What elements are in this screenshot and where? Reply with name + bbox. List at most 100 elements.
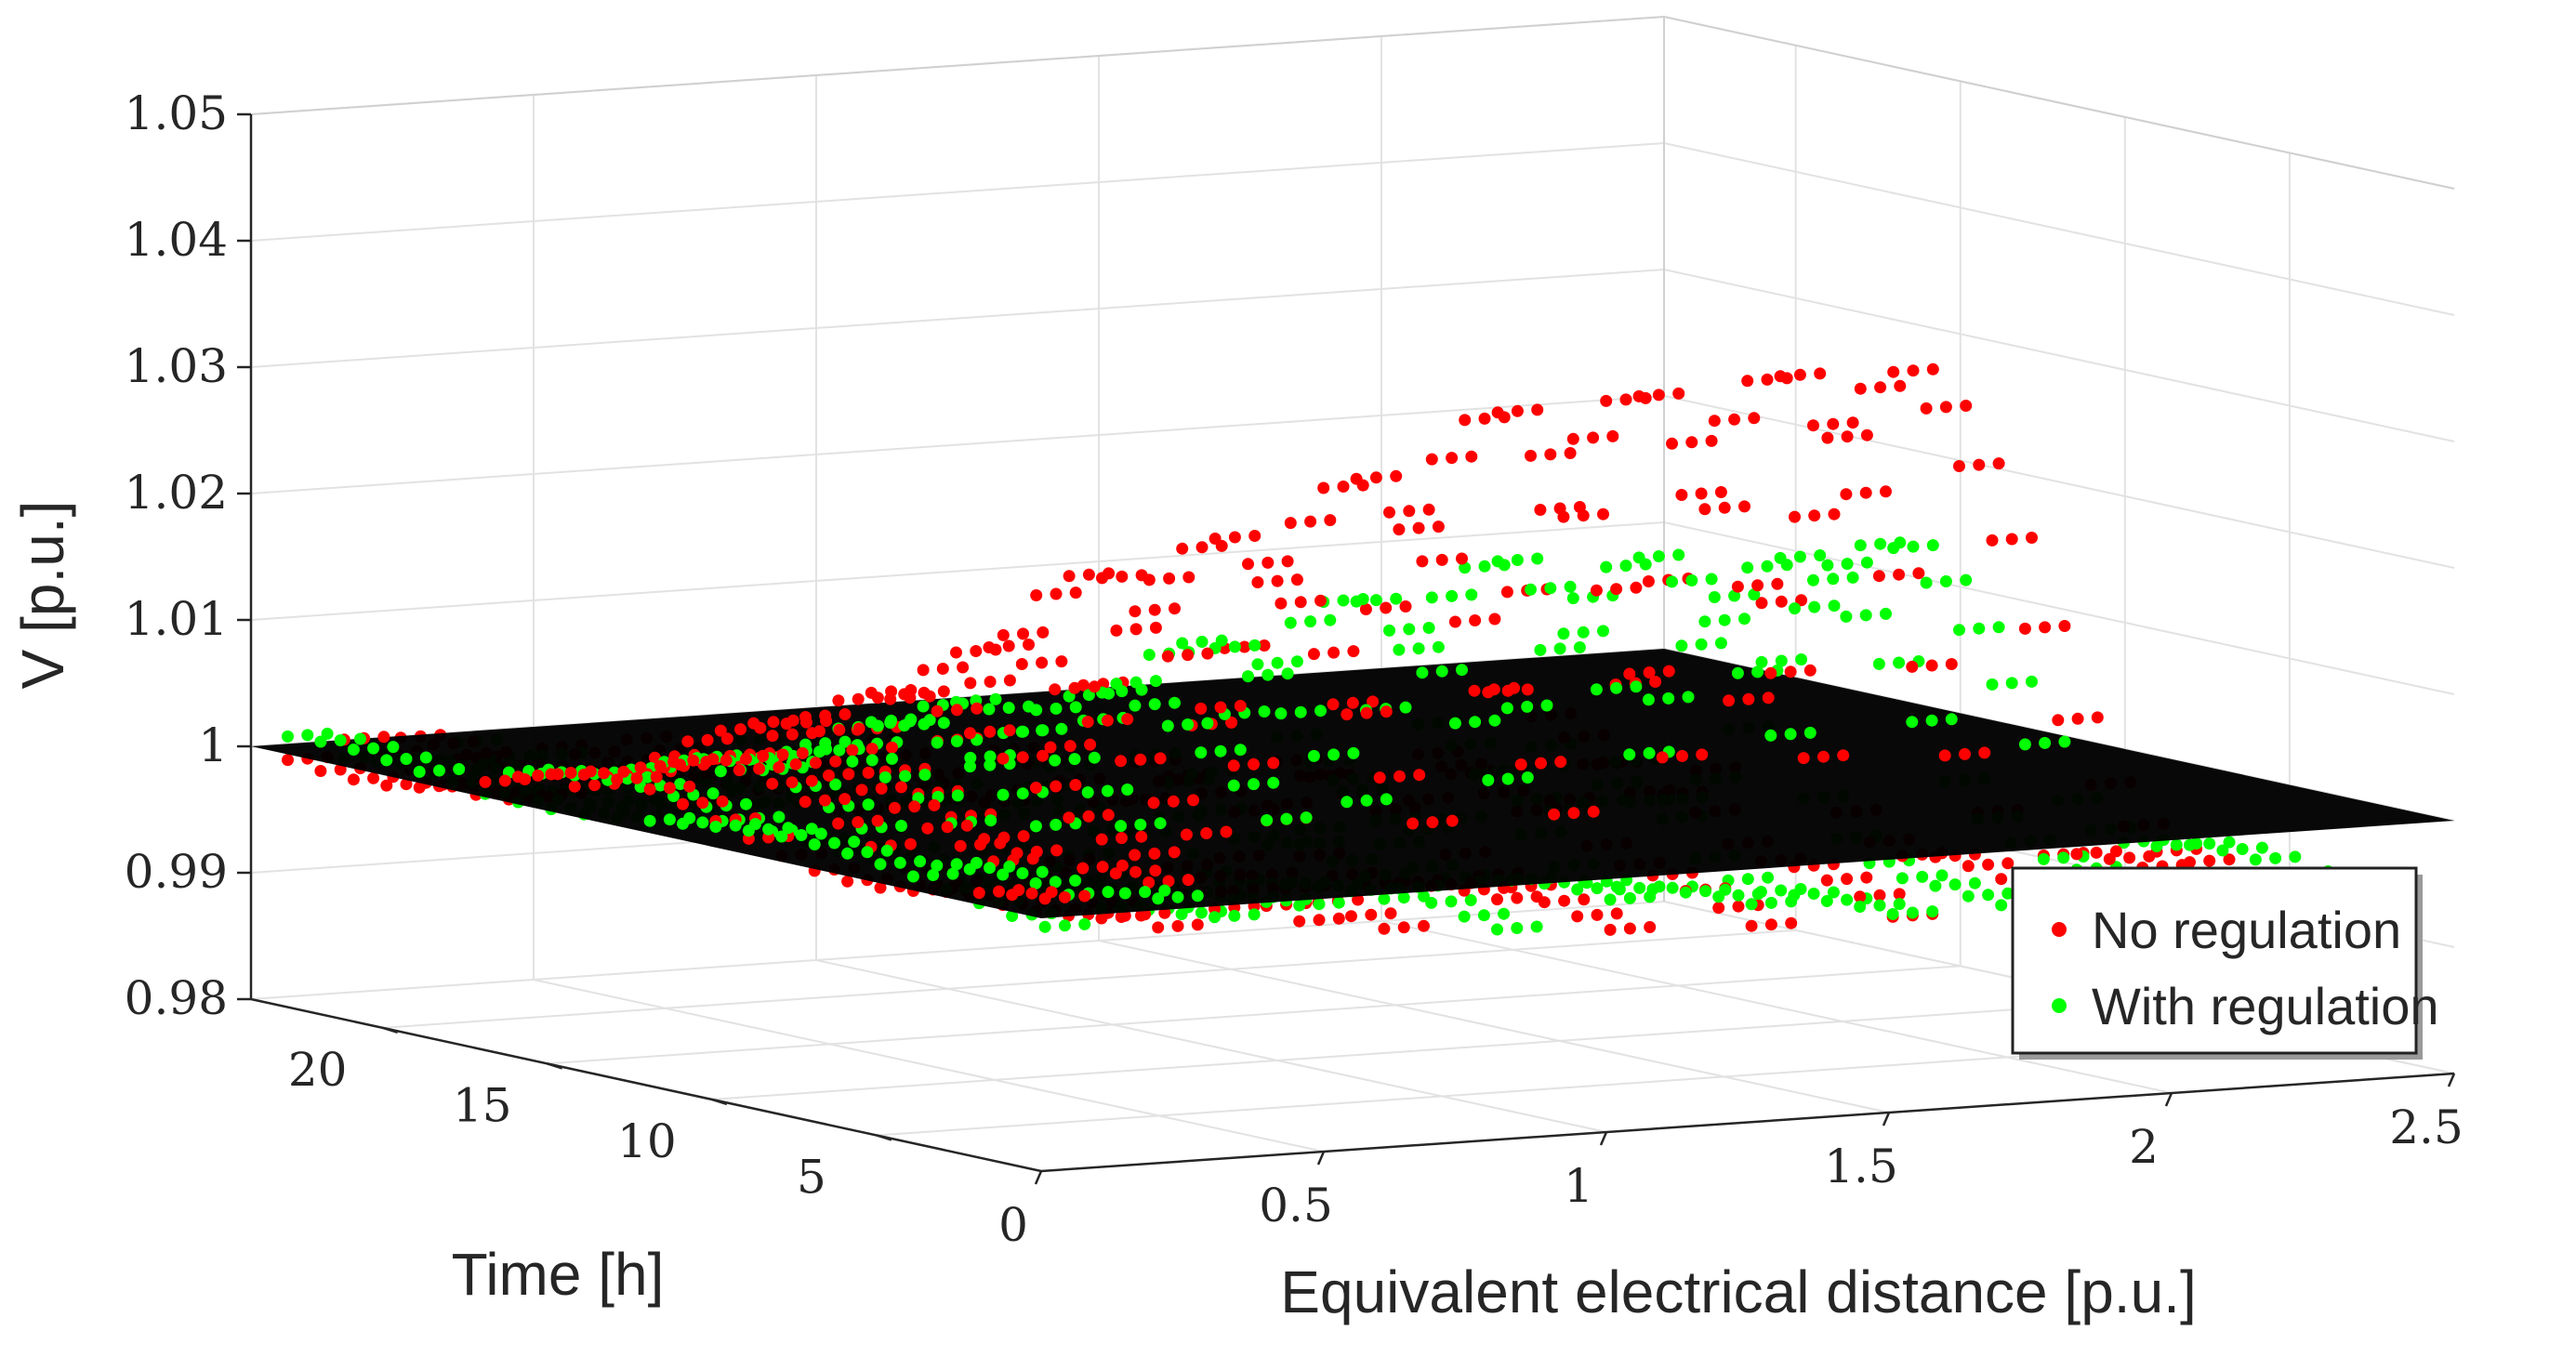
point-no-regulation	[1084, 738, 1097, 751]
point-no-regulation	[2071, 712, 2084, 725]
point-no-regulation	[1784, 665, 1797, 678]
point-with-regulation	[1859, 609, 1872, 622]
point-no-regulation	[921, 822, 934, 835]
point-with-regulation	[1893, 898, 1906, 911]
point-no-regulation	[1267, 757, 1280, 770]
point-no-regulation	[568, 780, 581, 793]
point-no-regulation	[950, 704, 963, 717]
point-no-regulation	[1821, 431, 1834, 444]
point-no-regulation	[1828, 507, 1841, 520]
point-no-regulation	[1293, 915, 1306, 928]
point-no-regulation	[367, 771, 380, 784]
point-no-regulation	[1271, 574, 1284, 587]
point-with-regulation	[1498, 907, 1511, 920]
point-with-regulation	[1920, 576, 1933, 589]
point-no-regulation	[1893, 888, 1906, 901]
point-with-regulation	[1458, 910, 1471, 923]
point-no-regulation	[2001, 857, 2015, 870]
legend-box	[2011, 866, 2418, 1055]
point-no-regulation	[1413, 769, 1426, 782]
point-no-regulation	[1346, 696, 1359, 709]
point-no-regulation	[1893, 568, 1906, 581]
point-with-regulation	[1828, 599, 1841, 613]
point-with-regulation	[1712, 890, 1725, 903]
point-no-regulation	[1412, 521, 1425, 534]
point-no-regulation	[1548, 808, 1561, 821]
point-with-regulation	[946, 867, 959, 880]
point-no-regulation	[1209, 533, 1222, 545]
point-with-regulation	[1738, 613, 1750, 626]
point-no-regulation	[687, 754, 700, 767]
point-no-regulation	[1225, 716, 1238, 729]
y-tick-mark	[711, 1098, 728, 1106]
point-with-regulation	[1050, 702, 1063, 715]
point-no-regulation	[865, 686, 878, 699]
point-with-regulation	[1006, 910, 1019, 922]
point-no-regulation	[1873, 889, 1886, 902]
point-with-regulation	[1469, 716, 1482, 729]
point-no-regulation	[701, 733, 714, 746]
point-with-regulation	[917, 700, 930, 713]
z-tick-label: 1.02	[125, 466, 228, 520]
point-no-regulation	[841, 875, 854, 888]
point-with-regulation	[1248, 778, 1260, 791]
point-no-regulation	[1135, 909, 1147, 922]
point-with-regulation	[1350, 595, 1363, 608]
point-no-regulation	[1154, 752, 1167, 765]
point-no-regulation	[1846, 416, 1859, 429]
point-no-regulation	[852, 816, 865, 829]
point-with-regulation	[1003, 860, 1016, 873]
point-no-regulation	[833, 723, 846, 736]
point-with-regulation	[1088, 751, 1101, 764]
point-no-regulation	[1577, 509, 1590, 522]
point-with-regulation	[1234, 744, 1247, 757]
point-with-regulation	[950, 735, 963, 747]
point-no-regulation	[1037, 749, 1049, 762]
point-with-regulation	[1258, 705, 1271, 718]
point-with-regulation	[696, 816, 709, 829]
x-axis-title: Equivalent electrical distance [p.u.]	[1280, 1258, 2196, 1325]
point-no-regulation	[1591, 908, 1604, 921]
point-with-regulation	[2005, 677, 2018, 690]
point-no-regulation	[1161, 650, 1174, 663]
point-with-regulation	[1841, 893, 1854, 906]
point-with-regulation	[1775, 654, 1788, 667]
point-no-regulation	[479, 775, 492, 788]
point-no-regulation	[1096, 861, 1109, 874]
point-no-regulation	[1554, 756, 1567, 769]
point-with-regulation	[740, 797, 752, 810]
point-with-regulation	[1973, 622, 1986, 635]
point-no-regulation	[2058, 620, 2071, 632]
point-with-regulation	[1069, 874, 1082, 887]
point-no-regulation	[1017, 627, 1029, 640]
point-no-regulation	[1327, 698, 1340, 711]
z-tick-label: 1.04	[125, 213, 228, 267]
point-no-regulation	[1698, 503, 1711, 516]
point-no-regulation	[1708, 415, 1721, 428]
point-no-regulation	[1604, 923, 1617, 936]
point-with-regulation	[1378, 892, 1391, 905]
point-with-regulation	[1945, 713, 1958, 726]
point-with-regulation	[1465, 588, 1478, 601]
point-with-regulation	[1304, 615, 1317, 628]
point-with-regulation	[1227, 779, 1240, 792]
point-with-regulation	[663, 813, 676, 826]
point-no-regulation	[1068, 681, 1081, 694]
point-no-regulation	[1110, 624, 1123, 637]
point-no-regulation	[1712, 902, 1725, 915]
point-no-regulation	[1488, 613, 1501, 626]
point-with-regulation	[1992, 621, 2005, 634]
point-no-regulation	[886, 741, 898, 754]
point-no-regulation	[970, 645, 983, 657]
point-with-regulation	[1764, 729, 1777, 742]
point-with-regulation	[984, 758, 997, 771]
point-no-regulation	[1880, 485, 1892, 498]
point-with-regulation	[1425, 591, 1438, 604]
point-with-regulation	[1029, 876, 1042, 889]
point-with-regulation	[1416, 666, 1429, 679]
point-with-regulation	[1488, 714, 1501, 727]
point-no-regulation	[1135, 569, 1148, 582]
point-with-regulation	[1745, 898, 1758, 911]
grid-back-z	[250, 269, 1665, 368]
z-tick-label: 1.05	[125, 86, 228, 140]
